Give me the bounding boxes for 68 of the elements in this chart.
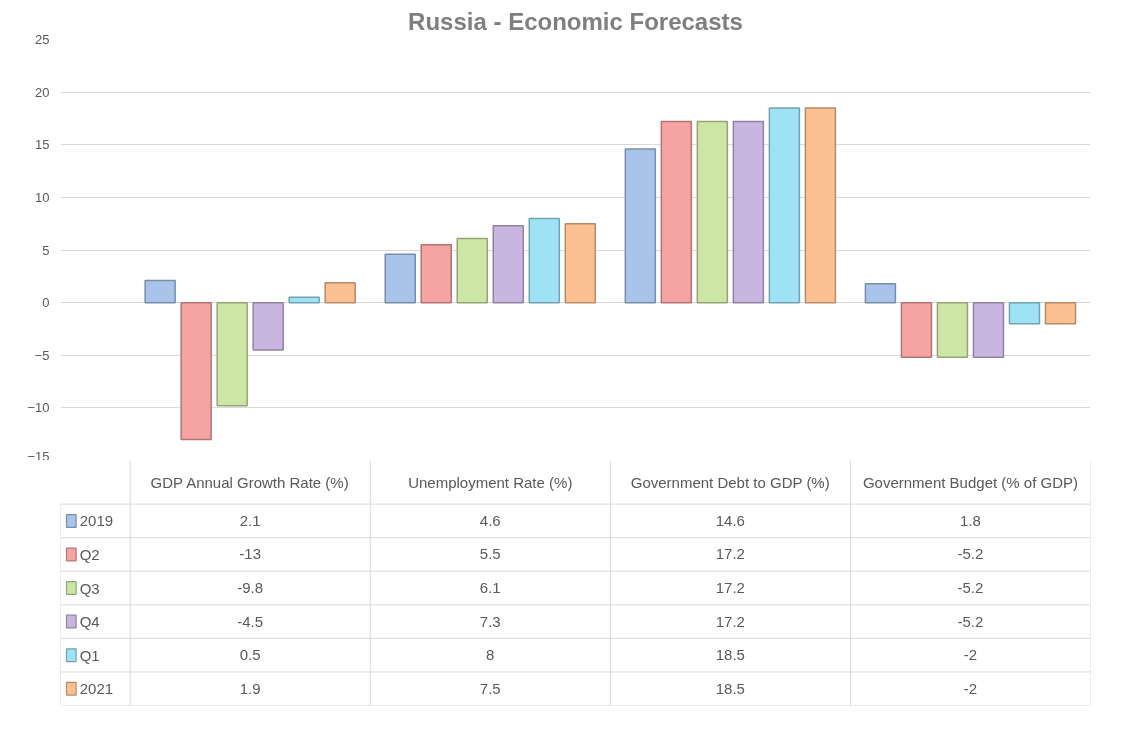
y-tick-label: 0	[42, 295, 50, 311]
data-label: 5.5	[479, 545, 501, 563]
bar	[288, 296, 320, 304]
legend-label: Q4	[79, 613, 100, 631]
y-tick-label: −15	[27, 448, 50, 464]
legend-label: 2021	[79, 679, 114, 697]
bar	[492, 225, 525, 304]
data-label: -5.2	[957, 612, 984, 630]
bar	[216, 301, 248, 407]
data-label: 6.1	[479, 579, 501, 597]
data-label: -2	[963, 679, 978, 697]
y-tick-label: 15	[35, 137, 50, 153]
bar	[252, 301, 284, 351]
x-tick-label: Government Budget (% of GDP)	[862, 473, 1078, 491]
bar	[660, 120, 693, 304]
data-label: 18.5	[715, 646, 745, 664]
y-tick-label: 20	[35, 84, 50, 100]
bar	[1044, 301, 1077, 325]
data-label: 1.9	[239, 679, 261, 697]
legend-label: Q1	[79, 646, 100, 664]
x-tick-label: GDP Annual Growth Rate (%)	[150, 473, 349, 491]
data-label: 4.6	[479, 511, 501, 529]
bar	[768, 107, 801, 304]
data-label: -5.2	[957, 579, 984, 597]
bar	[936, 301, 969, 359]
data-label: 17.2	[715, 579, 745, 597]
legend-label: Q2	[79, 545, 100, 563]
bar	[804, 107, 837, 304]
data-label: 7.5	[479, 679, 501, 697]
bar	[180, 301, 212, 441]
y-tick-label: 25	[35, 32, 50, 47]
data-label: -5.2	[957, 545, 984, 563]
bar	[144, 279, 176, 304]
bar	[528, 217, 561, 304]
data-label: 17.2	[715, 545, 745, 563]
data-label: 14.6	[715, 511, 745, 529]
data-label: 1.8	[960, 511, 981, 529]
data-label: -4.5	[237, 612, 264, 630]
bar	[864, 282, 897, 304]
data-label: 7.3	[479, 612, 501, 630]
x-tick-label: Unemployment Rate (%)	[408, 473, 573, 491]
data-label: -9.8	[237, 579, 264, 597]
legend-label: 2019	[79, 511, 114, 529]
bar	[624, 148, 657, 304]
data-label: 18.5	[715, 679, 745, 697]
data-label: 8	[486, 646, 495, 664]
data-label: -2	[963, 646, 978, 664]
data-label: -13	[239, 545, 262, 563]
bar	[696, 120, 729, 304]
data-label: 0.5	[239, 646, 261, 664]
y-tick-label: −10	[27, 400, 50, 416]
legend-label: Q3	[79, 579, 100, 597]
bar	[972, 301, 1005, 359]
y-tick-label: 10	[35, 189, 50, 205]
bar	[564, 222, 597, 304]
y-tick-label: −5	[34, 347, 50, 363]
bar	[420, 243, 452, 304]
bar	[900, 301, 933, 359]
bar	[1008, 301, 1041, 325]
chart-title: Russia - Economic Forecasts	[408, 7, 743, 35]
bar	[732, 120, 765, 304]
bar	[456, 237, 489, 304]
data-label: 2.1	[239, 511, 261, 529]
bar	[384, 253, 416, 304]
data-label: 17.2	[715, 612, 745, 630]
bar	[324, 281, 356, 304]
y-tick-label: 5	[42, 242, 50, 258]
x-tick-label: Government Debt to GDP (%)	[630, 473, 830, 491]
